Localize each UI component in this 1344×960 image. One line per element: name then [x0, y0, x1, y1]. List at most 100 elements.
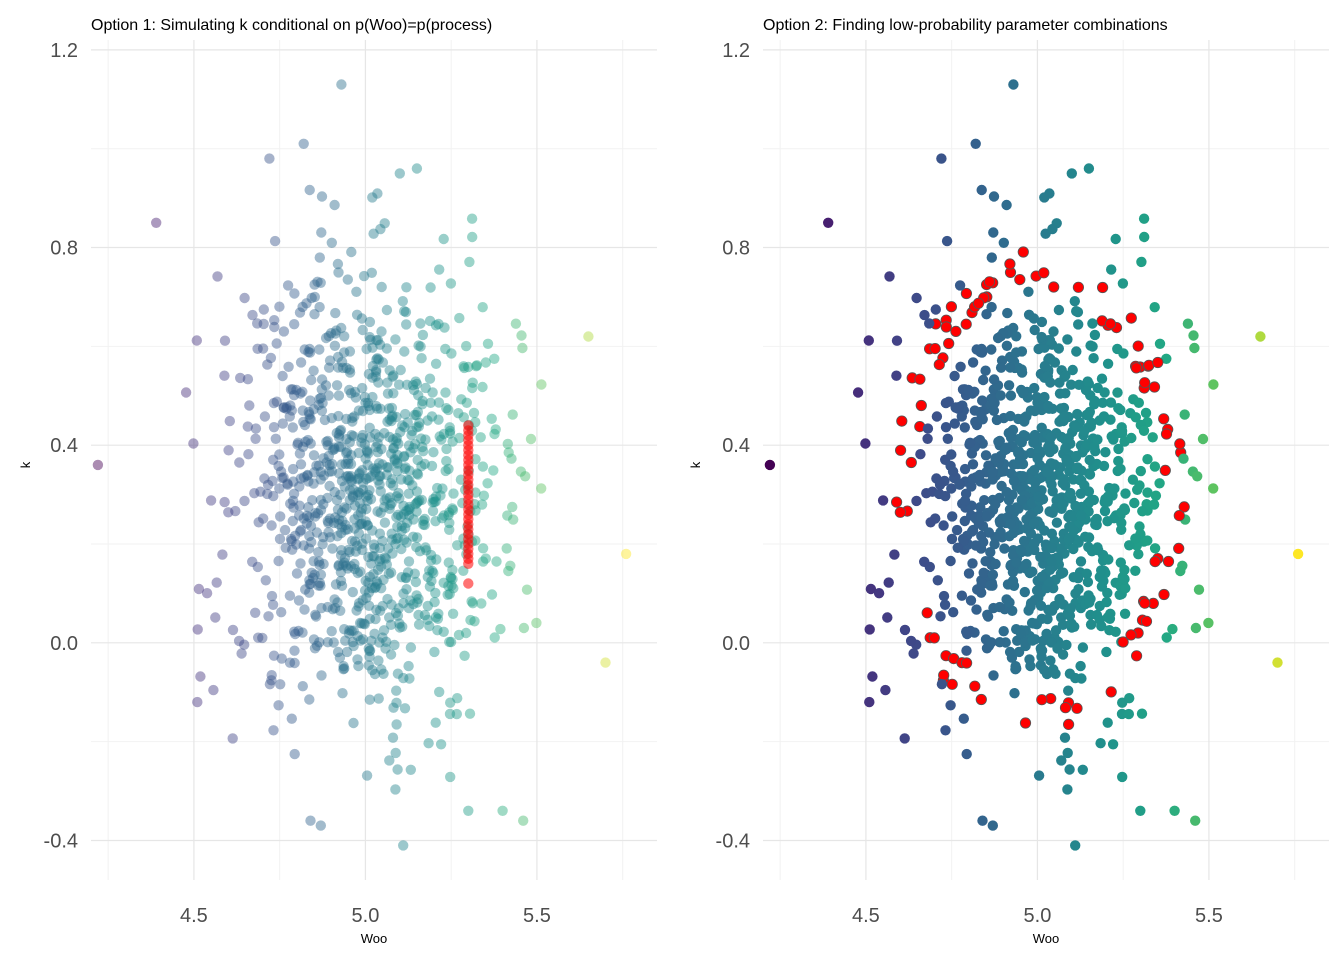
scatter-point	[274, 483, 285, 494]
scatter-point	[382, 543, 394, 554]
scatter-point	[1039, 664, 1050, 676]
scatter-point	[382, 593, 393, 605]
scatter-point	[407, 380, 419, 391]
scatter-point	[1033, 491, 1044, 502]
scatter-point	[368, 228, 379, 239]
scatter-point	[372, 335, 384, 346]
scatter-point	[437, 483, 448, 494]
scatter-point	[1004, 646, 1016, 658]
scatter-point	[1116, 425, 1128, 437]
scatter-point	[891, 370, 902, 381]
scatter-point	[1126, 432, 1137, 444]
scatter-point	[309, 569, 320, 580]
scatter-point	[323, 517, 334, 529]
scatter-point	[978, 567, 989, 578]
scatter-point	[471, 360, 483, 371]
scatter-point	[408, 514, 419, 525]
scatter-point	[1015, 628, 1027, 639]
scatter-point	[374, 339, 386, 350]
scatter-point	[1159, 464, 1171, 476]
scatter-point	[250, 607, 261, 618]
scatter-point	[1060, 370, 1071, 381]
scatter-point	[987, 820, 998, 831]
scatter-point	[1027, 566, 1038, 577]
scatter-point	[347, 636, 358, 648]
scatter-point	[407, 425, 418, 437]
scatter-point	[921, 607, 933, 619]
scatter-point	[1001, 442, 1012, 453]
scatter-point	[467, 382, 478, 394]
scatter-point	[399, 522, 411, 534]
scatter-point	[308, 450, 320, 461]
scatter-point	[345, 561, 357, 572]
scatter-point	[430, 587, 441, 599]
scatter-point	[1072, 408, 1083, 420]
scatter-point	[1059, 702, 1072, 714]
scatter-point	[400, 408, 411, 420]
scatter-point	[960, 657, 973, 669]
scatter-point	[1102, 717, 1113, 728]
scatter-point	[289, 626, 300, 637]
scatter-point	[1092, 434, 1103, 445]
scatter-point	[620, 548, 632, 560]
scatter-point	[262, 359, 273, 370]
scatter-point	[369, 668, 381, 680]
scatter-point	[328, 517, 340, 529]
scatter-point	[384, 612, 395, 623]
scatter-point	[318, 470, 329, 481]
scatter-point	[531, 617, 542, 629]
scatter-point	[1073, 319, 1084, 330]
scatter-point	[434, 686, 445, 698]
scatter-point	[480, 553, 491, 564]
scatter-point	[323, 450, 334, 462]
scatter-point	[266, 520, 277, 531]
scatter-point	[1057, 499, 1068, 511]
scatter-point	[443, 404, 454, 416]
scatter-point	[417, 395, 428, 407]
scatter-point	[1096, 581, 1108, 592]
scatter-point	[486, 413, 497, 424]
scatter-point	[1099, 505, 1111, 517]
scatter-point	[925, 517, 936, 528]
scatter-point	[991, 414, 1003, 426]
scatter-point	[978, 374, 989, 386]
scatter-point	[1017, 246, 1029, 258]
scatter-point	[390, 538, 401, 550]
scatter-point	[364, 316, 376, 328]
scatter-point	[443, 580, 454, 592]
scatter-point	[223, 445, 234, 456]
scatter-point	[399, 450, 410, 462]
scatter-point	[357, 429, 369, 441]
scatter-point	[316, 384, 327, 395]
scatter-point	[360, 453, 371, 464]
y-tick-label: 0.8	[50, 238, 78, 260]
scatter-point	[332, 646, 344, 658]
scatter-point	[278, 326, 290, 337]
scatter-point	[436, 513, 448, 524]
scatter-point	[1008, 475, 1020, 487]
scatter-point	[321, 436, 332, 447]
scatter-point	[1019, 636, 1030, 648]
scatter-point	[331, 380, 343, 391]
scatter-point	[1011, 331, 1022, 342]
scatter-point	[444, 524, 455, 535]
scatter-point	[418, 515, 429, 526]
scatter-point	[1113, 455, 1124, 467]
scatter-point	[364, 645, 375, 657]
scatter-point	[992, 332, 1004, 344]
scatter-point	[1096, 373, 1108, 384]
scatter-point	[403, 504, 414, 516]
scatter-point	[970, 540, 981, 551]
scatter-point	[864, 696, 875, 708]
scatter-point	[1039, 525, 1050, 536]
y-tick-label: -0.4	[44, 830, 78, 852]
scatter-point	[1062, 784, 1073, 795]
scatter-point	[329, 444, 340, 455]
scatter-point	[352, 630, 363, 642]
scatter-point	[338, 664, 349, 675]
scatter-point	[905, 635, 917, 647]
scatter-point	[359, 619, 370, 630]
scatter-point	[1082, 576, 1094, 588]
scatter-point	[463, 805, 474, 816]
scatter-point	[304, 512, 315, 523]
